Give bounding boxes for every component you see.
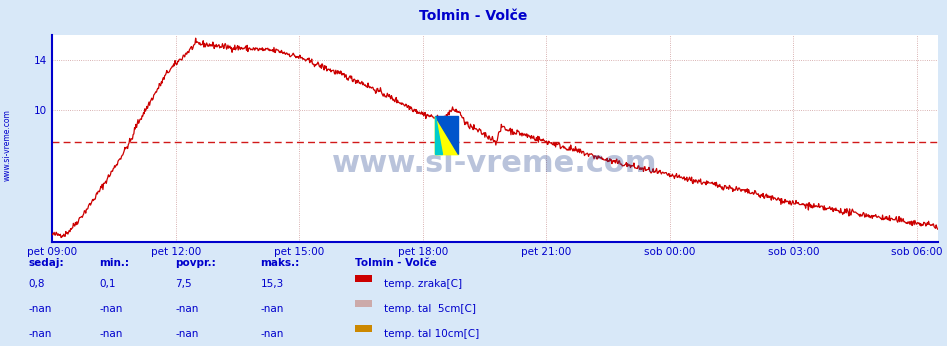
Text: www.si-vreme.com: www.si-vreme.com xyxy=(3,109,12,181)
Text: -nan: -nan xyxy=(99,304,123,314)
Text: 0,8: 0,8 xyxy=(28,279,45,289)
Text: temp. zraka[C]: temp. zraka[C] xyxy=(384,279,461,289)
Polygon shape xyxy=(435,116,457,154)
Text: povpr.:: povpr.: xyxy=(175,258,216,268)
Polygon shape xyxy=(435,116,442,154)
Text: -nan: -nan xyxy=(260,329,284,339)
Text: -nan: -nan xyxy=(28,329,52,339)
Text: temp. tal 10cm[C]: temp. tal 10cm[C] xyxy=(384,329,479,339)
Text: www.si-vreme.com: www.si-vreme.com xyxy=(332,149,657,178)
Text: 15,3: 15,3 xyxy=(260,279,284,289)
Polygon shape xyxy=(435,116,457,154)
Text: -nan: -nan xyxy=(175,329,199,339)
Text: -nan: -nan xyxy=(175,304,199,314)
Text: -nan: -nan xyxy=(260,304,284,314)
Text: Tolmin - Volče: Tolmin - Volče xyxy=(355,258,437,268)
Text: min.:: min.: xyxy=(99,258,130,268)
Polygon shape xyxy=(435,116,457,154)
Text: -nan: -nan xyxy=(99,329,123,339)
Text: maks.:: maks.: xyxy=(260,258,299,268)
Text: -nan: -nan xyxy=(28,304,52,314)
Text: temp. tal  5cm[C]: temp. tal 5cm[C] xyxy=(384,304,475,314)
Text: 0,1: 0,1 xyxy=(99,279,116,289)
Text: Tolmin - Volče: Tolmin - Volče xyxy=(420,9,527,22)
Text: sedaj:: sedaj: xyxy=(28,258,64,268)
Text: 7,5: 7,5 xyxy=(175,279,192,289)
